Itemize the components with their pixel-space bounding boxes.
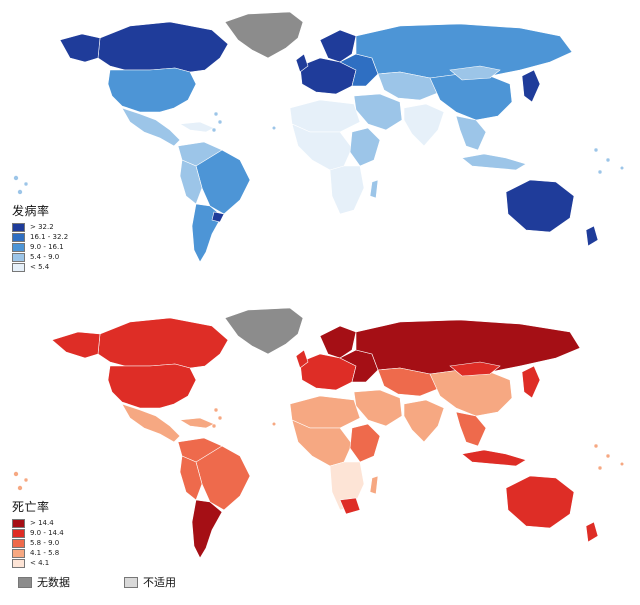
mexico [121,403,181,443]
footer-legend: 无数据 不适用 [18,574,230,590]
uk [295,53,309,73]
legend-swatch [12,538,25,548]
middle-east [353,389,403,427]
scandinavia [319,29,357,63]
not-applicable-legend-item: 不适用 [124,574,176,590]
legend-swatch [12,262,25,272]
greenland [224,11,304,59]
indonesia [461,449,527,467]
caribbean [179,121,215,133]
legend-item: < 4.1 [12,558,64,568]
japan-korea [521,69,541,103]
southern-africa [329,165,365,215]
legend-swatch [12,548,25,558]
island-dots [13,407,625,491]
australia [505,179,575,233]
legend-swatch [12,222,25,232]
legend-swatch [12,528,25,538]
legend-item: 9.0 - 14.4 [12,528,64,538]
canada [97,317,229,369]
legend-item: > 32.2 [12,222,68,232]
legend-swatch [12,252,25,262]
madagascar [369,475,379,495]
island-dots [13,111,625,195]
legend-item: 5.4 - 9.0 [12,252,68,262]
scandinavia [319,325,357,359]
south-africa [339,497,361,515]
legend-label: 5.8 - 9.0 [30,538,60,547]
legend-swatch [12,558,25,568]
brazil [195,445,251,511]
new-zealand [585,521,599,543]
southeast-asia [455,411,487,447]
uk [295,349,309,369]
legend-item: > 14.4 [12,518,64,528]
mongolia [449,65,501,81]
japan-korea [521,365,541,399]
canada [97,21,229,73]
new-zealand [585,225,599,247]
uruguay [211,211,225,223]
caribbean [179,417,215,429]
no-data-legend-item: 无数据 [18,574,70,590]
mortality-world-map [13,307,625,559]
usa [107,67,197,113]
legend-item: 4.1 - 5.8 [12,548,64,558]
australia [505,475,575,529]
legend-label: 9.0 - 14.4 [30,528,64,537]
incidence-legend: 发病率 > 32.2 16.1 - 32.2 9.0 - 16.1 5.4 - … [12,202,68,272]
incidence-world-map [13,11,625,263]
argentina-chile [191,499,223,559]
usa [107,363,197,409]
no-data-label: 无数据 [37,576,70,589]
india [403,103,445,147]
brazil [195,149,251,215]
mortality-map: 死亡率 > 14.4 9.0 - 14.4 5.8 - 9.0 4.1 - 5.… [0,300,640,580]
legend-label: 16.1 - 32.2 [30,232,69,241]
mexico [121,107,181,147]
legend-title: 死亡率 [12,500,50,514]
legend-title: 发病率 [12,204,50,218]
legend-swatch [12,232,25,242]
legend-label: < 4.1 [30,558,50,567]
east-africa [349,423,381,463]
not-applicable-swatch [124,576,138,588]
alaska [51,331,101,359]
legend-label: 5.4 - 9.0 [30,252,60,261]
india [403,399,445,443]
incidence-map: 发病率 > 32.2 16.1 - 32.2 9.0 - 16.1 5.4 - … [0,0,640,290]
legend-item: 5.8 - 9.0 [12,538,64,548]
middle-east [353,93,403,131]
legend-item: < 5.4 [12,262,68,272]
not-applicable-label: 不适用 [143,576,176,589]
north-africa [289,395,361,429]
no-data-swatch [18,576,32,588]
legend-swatch [12,242,25,252]
indonesia [461,153,527,171]
legend-label: < 5.4 [30,262,50,271]
legend-swatch [12,518,25,528]
russia [355,23,573,79]
greenland [224,307,304,355]
north-africa [289,99,361,133]
mongolia [449,361,501,377]
alaska [59,33,101,63]
russia [355,319,581,375]
legend-label: 4.1 - 5.8 [30,548,60,557]
southeast-asia [455,115,487,151]
east-africa [349,127,381,167]
madagascar [369,179,379,199]
legend-label: > 14.4 [30,518,54,527]
legend-label: 9.0 - 16.1 [30,242,64,251]
central-asia [377,71,441,101]
mortality-legend: 死亡率 > 14.4 9.0 - 14.4 5.8 - 9.0 4.1 - 5.… [12,498,64,568]
legend-label: > 32.2 [30,222,54,231]
legend-item: 9.0 - 16.1 [12,242,68,252]
legend-item: 16.1 - 32.2 [12,232,68,242]
central-asia [377,367,441,397]
